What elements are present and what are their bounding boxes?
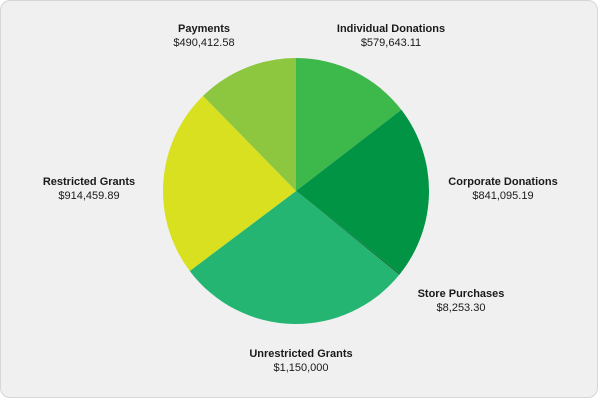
slice-label-value: $1,150,000	[273, 362, 328, 374]
slice-label-name: Individual Donations	[337, 23, 445, 35]
pie-slice-store-purchases[interactable]	[296, 191, 401, 275]
pie-slice-unrestricted-grants[interactable]	[189, 191, 400, 324]
pie-slices	[162, 58, 429, 324]
pie-labels: Individual Donations $579,643.11 Corporate…	[43, 23, 558, 374]
pie-slice-corporate-donations[interactable]	[296, 109, 429, 274]
pie-slice-restricted-grants[interactable]	[162, 95, 296, 271]
slice-label-name: Store Purchases	[418, 288, 505, 300]
pie-slice-payments[interactable]	[203, 58, 296, 191]
slice-label-value: $579,643.11	[361, 37, 421, 49]
slice-label-name: Unrestricted Grants	[249, 348, 352, 360]
slice-label-value: $841,095.19	[472, 190, 533, 202]
slice-label-name: Payments	[178, 23, 230, 35]
slice-label-value: $914,459.89	[58, 190, 119, 202]
slice-label-value: $490,412.58	[173, 37, 234, 49]
pie-slice-individual-donations[interactable]	[296, 58, 402, 191]
slice-label-name: Restricted Grants	[43, 176, 135, 188]
slice-label-value: $8,253.30	[437, 302, 486, 314]
slice-label-name: Corporate Donations	[448, 176, 557, 188]
